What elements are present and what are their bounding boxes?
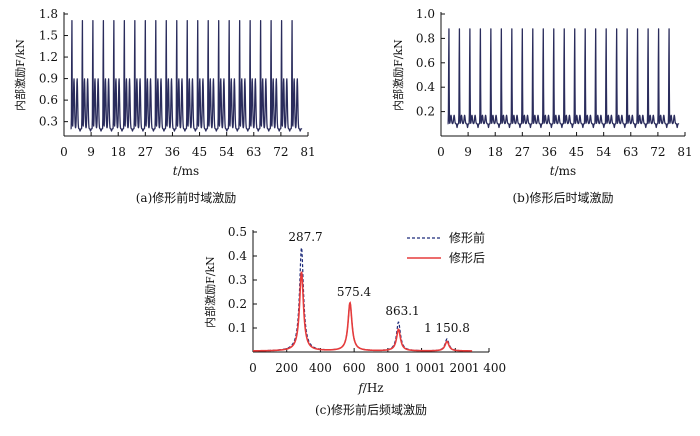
x-axis-label-variable: t: [550, 164, 555, 178]
x-tick-label: 600: [343, 361, 366, 375]
y-axis-label: 内部激励F/kN: [391, 39, 405, 111]
x-tick-label: 81: [677, 145, 692, 159]
peak-label: 287.7: [288, 230, 322, 244]
y-tick-label: 0.6: [39, 93, 58, 107]
x-axis-label-unit: /Hz: [363, 381, 384, 395]
x-tick-label: 0: [60, 145, 68, 159]
x-axis-label-unit: /ms: [555, 164, 577, 178]
legend-label: 修形前: [449, 230, 485, 245]
y-axis-label: 内部激励F/kN: [203, 256, 217, 328]
chart-caption: (c)修形前后频域激励: [315, 402, 427, 417]
chart-frequency-domain: 0 200 400 600 800 1 000 1 200 1 400 0.1 0.2 0.3 0.4…: [203, 225, 506, 417]
chart-caption: (a)修形前时域激励: [136, 190, 237, 205]
y-tick-label: 1.5: [39, 29, 58, 43]
x-tick-label: 45: [569, 145, 584, 159]
x-tick-label: 9: [464, 145, 472, 159]
x-tick-label: 200: [275, 361, 298, 375]
series-line-1: [70, 19, 303, 132]
x-tick-label: 0: [249, 361, 257, 375]
y-tick-label: 0.8: [416, 31, 435, 45]
x-axis-label: t/ms: [173, 164, 199, 178]
x-tick-label: 27: [138, 145, 153, 159]
x-tick-label: 1 000: [404, 361, 438, 375]
y-tick-label: 0.6: [416, 56, 435, 70]
series-line-1: [447, 28, 680, 129]
x-axis-label: t/ms: [550, 164, 576, 178]
y-tick-label: 0.4: [228, 249, 247, 263]
x-tick-label: 800: [376, 361, 399, 375]
chart-caption: (b)修形后时域激励: [512, 190, 613, 205]
x-axis-label-variable: f: [357, 381, 365, 395]
x-tick-label: 1 400: [472, 361, 506, 375]
spectrum-line-after: [252, 271, 473, 352]
y-tick-label: 1.8: [39, 7, 58, 21]
x-tick-label: 1 200: [438, 361, 472, 375]
x-axis-label-unit: /ms: [178, 164, 200, 178]
x-tick-label: 54: [596, 145, 612, 159]
peak-label: 1 150.8: [424, 321, 470, 335]
y-tick-label: 0.1: [228, 321, 247, 335]
x-tick-label: 63: [623, 145, 638, 159]
chart-time-domain-before: 0 9 18 27 36 45 54 63 72 81 0.3 0.6 0.9 1.2 1.5 1.8 内部激励…: [13, 7, 316, 205]
x-axis-label-variable: t: [173, 164, 178, 178]
x-tick-label: 0: [437, 145, 445, 159]
chart-time-domain-after: 0 9 18 27 36 45 54 63 72 81 0.2 0.4 0.6 0.8 1.0 内部激励F/k…: [391, 7, 693, 205]
x-tick-label: 72: [273, 145, 288, 159]
x-tick-label: 54: [219, 145, 235, 159]
x-tick-label: 63: [246, 145, 261, 159]
legend-label: 修形后: [449, 250, 485, 265]
spectrum-line-before: [252, 247, 473, 352]
x-tick-label: 400: [309, 361, 332, 375]
x-tick-label: 18: [111, 145, 126, 159]
x-tick-label: 81: [300, 145, 315, 159]
y-tick-label: 0.9: [39, 72, 58, 86]
y-tick-label: 0.5: [228, 225, 247, 239]
y-tick-label: 0.4: [416, 80, 435, 94]
y-tick-label: 0.3: [39, 115, 58, 129]
peak-label: 863.1: [385, 304, 419, 318]
y-tick-label: 0.2: [416, 105, 435, 119]
x-tick-label: 45: [192, 145, 207, 159]
y-tick-label: 1.2: [39, 50, 58, 64]
y-tick-label: 0.3: [228, 273, 247, 287]
y-tick-label: 0.2: [228, 297, 247, 311]
y-tick-label: 1.0: [416, 7, 435, 21]
x-tick-label: 9: [87, 145, 95, 159]
x-tick-label: 36: [165, 145, 180, 159]
x-tick-label: 72: [650, 145, 665, 159]
x-axis-label: f/Hz: [357, 381, 383, 395]
peak-label: 575.4: [337, 285, 372, 299]
x-tick-label: 36: [542, 145, 557, 159]
x-tick-label: 18: [488, 145, 503, 159]
y-axis-label: 内部激励F/kN: [13, 39, 27, 111]
x-tick-label: 27: [515, 145, 530, 159]
